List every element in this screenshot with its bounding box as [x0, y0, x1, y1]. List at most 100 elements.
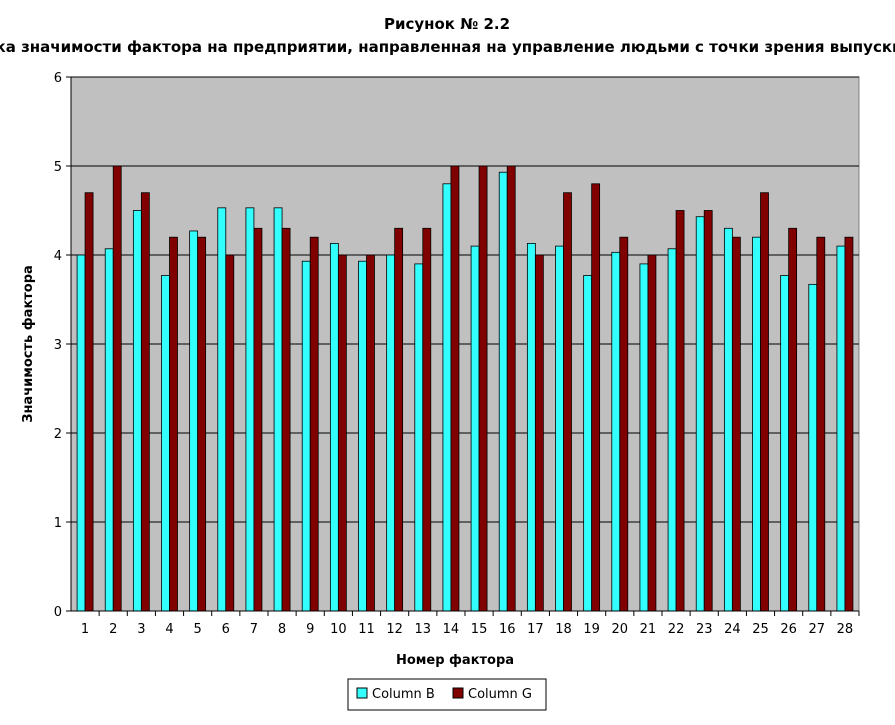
- chart-subtitle: Оценка значимости фактора на предприятии…: [0, 38, 895, 56]
- x-tick-label-15: 15: [471, 622, 488, 637]
- bar-column-g-25: [760, 192, 769, 612]
- x-tick-label-6: 6: [222, 622, 230, 637]
- x-tick-label-16: 16: [499, 622, 516, 637]
- x-tick-label-22: 22: [668, 622, 685, 637]
- x-tick-label-5: 5: [194, 622, 202, 637]
- bar-column-g-18: [563, 192, 572, 612]
- bar-column-g-24: [731, 236, 741, 612]
- x-tick-label-4: 4: [165, 622, 173, 637]
- bar-column-b-10: [329, 243, 339, 612]
- bar-column-g-23: [703, 210, 713, 612]
- bar-column-b-26: [780, 275, 790, 612]
- bar-column-g-28: [844, 236, 854, 612]
- x-tick-label-1: 1: [81, 622, 89, 637]
- x-tick-label-18: 18: [555, 622, 572, 637]
- bar-column-b-12: [386, 254, 396, 612]
- bar-column-b-18: [555, 245, 564, 612]
- x-tick-label-17: 17: [527, 622, 544, 637]
- bar-column-b-15: [470, 245, 480, 612]
- bar-column-g-20: [619, 236, 629, 612]
- bar-column-g-9: [309, 236, 319, 612]
- bar-column-g-1: [84, 192, 94, 612]
- x-tick-label-7: 7: [250, 622, 258, 637]
- chart-title: Рисунок № 2.2: [384, 15, 510, 33]
- bar-column-b-2: [104, 248, 114, 612]
- bar-column-g-16: [506, 165, 516, 612]
- legend-label-column-b: Column B: [372, 687, 435, 702]
- bar-column-b-11: [358, 260, 367, 612]
- bar-column-b-5: [189, 230, 199, 612]
- bar-column-b-17: [526, 243, 536, 612]
- y-tick-labels: 0 1 2 3 4 5 6: [54, 71, 62, 620]
- legend-swatch-column-b: [356, 687, 368, 699]
- legend-box: [347, 678, 547, 711]
- bar-column-b-6: [217, 207, 227, 612]
- bar-column-g-11: [366, 254, 375, 612]
- bar-column-b-16: [498, 171, 508, 612]
- bar-column-b-28: [836, 245, 846, 612]
- y-tick-label-6: 6: [54, 71, 62, 86]
- x-tick-label-8: 8: [278, 622, 286, 637]
- bar-column-b-8: [273, 207, 283, 612]
- y-tick-label-4: 4: [54, 249, 62, 264]
- bar-column-b-20: [611, 251, 621, 612]
- bar-column-g-12: [394, 227, 404, 612]
- bar-column-g-5: [197, 236, 207, 612]
- bar-column-g-13: [422, 227, 432, 612]
- x-tick-label-9: 9: [306, 622, 314, 637]
- bar-column-g-21: [647, 254, 657, 612]
- bar-column-b-23: [695, 216, 705, 612]
- bar-column-g-4: [169, 236, 178, 612]
- legend-label-column-g: Column G: [468, 687, 532, 702]
- x-tick-label-19: 19: [583, 622, 600, 637]
- x-tick-label-27: 27: [809, 622, 826, 637]
- bar-column-g-2: [112, 165, 122, 612]
- bar-column-g-17: [534, 254, 544, 612]
- x-tick-label-12: 12: [386, 622, 403, 637]
- x-tick-label-25: 25: [752, 622, 769, 637]
- bar-column-g-15: [478, 165, 488, 612]
- bar-column-b-4: [161, 275, 170, 612]
- bar-column-g-3: [140, 192, 150, 612]
- bar-column-b-14: [442, 183, 452, 612]
- x-tick-label-26: 26: [780, 622, 797, 637]
- bar-column-b-22: [667, 248, 677, 612]
- x-tick-label-23: 23: [696, 622, 713, 637]
- axes: [66, 76, 860, 616]
- bar-column-b-1: [76, 254, 86, 612]
- bar-column-b-7: [245, 207, 255, 612]
- y-tick-label-0: 0: [54, 605, 62, 620]
- bars: [76, 165, 854, 612]
- bar-column-b-21: [639, 263, 649, 612]
- bar-column-g-26: [788, 227, 798, 612]
- bar-column-g-14: [450, 165, 460, 612]
- bar-column-g-6: [225, 254, 235, 612]
- x-tick-label-20: 20: [612, 622, 629, 637]
- x-tick-label-3: 3: [137, 622, 145, 637]
- x-tick-label-13: 13: [415, 622, 432, 637]
- x-tick-label-24: 24: [724, 622, 741, 637]
- y-tick-label-2: 2: [54, 427, 62, 442]
- bar-column-b-9: [301, 260, 311, 612]
- bar-column-g-19: [591, 183, 601, 612]
- bar-column-g-22: [675, 210, 685, 612]
- bar-column-b-19: [583, 275, 593, 612]
- x-tick-label-11: 11: [358, 622, 375, 637]
- x-tick-label-21: 21: [640, 622, 657, 637]
- bar-column-g-8: [281, 227, 291, 612]
- bar-column-b-3: [132, 210, 142, 612]
- bar-column-b-24: [723, 227, 733, 612]
- x-tick-label-10: 10: [330, 622, 347, 637]
- y-tick-label-3: 3: [54, 338, 62, 353]
- x-tick-label-2: 2: [109, 622, 117, 637]
- x-tick-label-14: 14: [443, 622, 460, 637]
- bar-column-g-27: [816, 236, 826, 612]
- legend: Column B Column G: [347, 678, 547, 711]
- x-axis-label: Номер фактора: [396, 653, 514, 668]
- bar-column-b-13: [414, 263, 424, 612]
- legend-swatch-column-g: [452, 687, 464, 699]
- bar-column-b-27: [808, 283, 818, 612]
- bar-column-b-25: [752, 236, 761, 612]
- bar-column-g-7: [253, 227, 263, 612]
